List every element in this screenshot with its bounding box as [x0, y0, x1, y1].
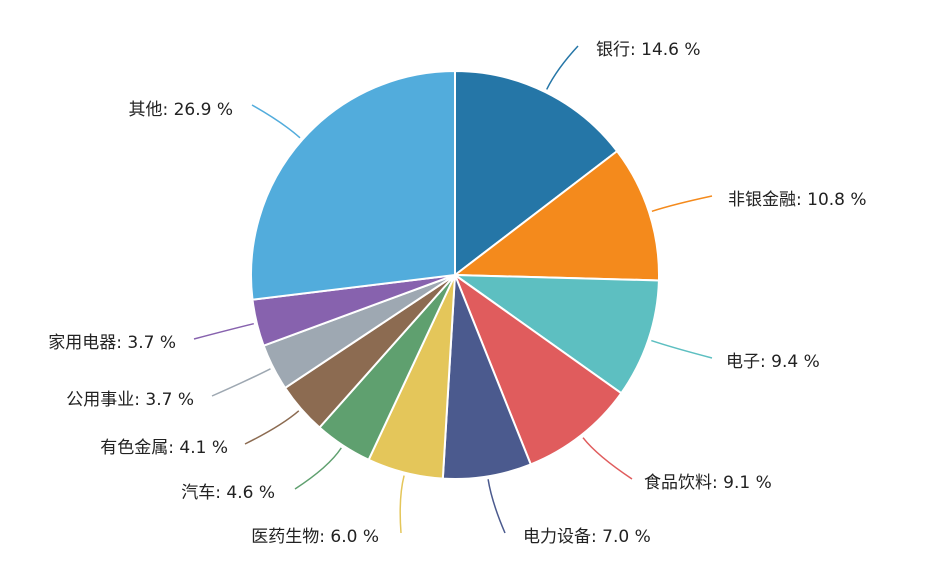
- slice-labels: 银行: 14.6 % 非银金融: 10.8 % 电子: 9.4 % 食品饮料: 9.1…: [48, 40, 866, 547]
- label-leader-line: [294, 447, 342, 490]
- slice-label: 公用事业: 3.7 %: [66, 390, 194, 410]
- label-leader-line: [546, 45, 579, 90]
- pie-slice: [454, 274, 660, 395]
- slice-label: 医药生物: 6.0 %: [251, 527, 379, 547]
- label-leader-line: [651, 339, 713, 359]
- label-leader-line: [399, 475, 405, 534]
- slice-label: 非银金融: 10.8 %: [728, 190, 867, 210]
- pie-slice: [454, 150, 660, 282]
- slice-label: 家用电器: 3.7 %: [48, 333, 176, 353]
- label-leader-line: [582, 437, 633, 480]
- label-leader-line: [211, 368, 271, 397]
- label-leader-line: [651, 195, 713, 213]
- label-leader-line: [487, 479, 506, 534]
- label-leader-line: [251, 104, 301, 139]
- label-leader-line: [244, 410, 300, 445]
- pie-slice: [454, 70, 619, 276]
- slice-label: 汽车: 4.6 %: [181, 483, 275, 503]
- slice-label: 银行: 14.6 %: [596, 40, 701, 60]
- label-leader-lines: [193, 45, 713, 534]
- slice-label: 电子: 9.4 %: [726, 352, 820, 372]
- pie-slice: [454, 274, 623, 466]
- slice-label: 电力设备: 7.0 %: [523, 527, 651, 547]
- slice-label: 其他: 26.9 %: [128, 100, 233, 120]
- label-leader-line: [193, 322, 254, 340]
- slice-label: 有色金属: 4.1 %: [100, 438, 228, 458]
- slice-label: 食品饮料: 9.1 %: [644, 473, 772, 493]
- pie-slice: [249, 70, 456, 301]
- pie-slices: [249, 70, 660, 481]
